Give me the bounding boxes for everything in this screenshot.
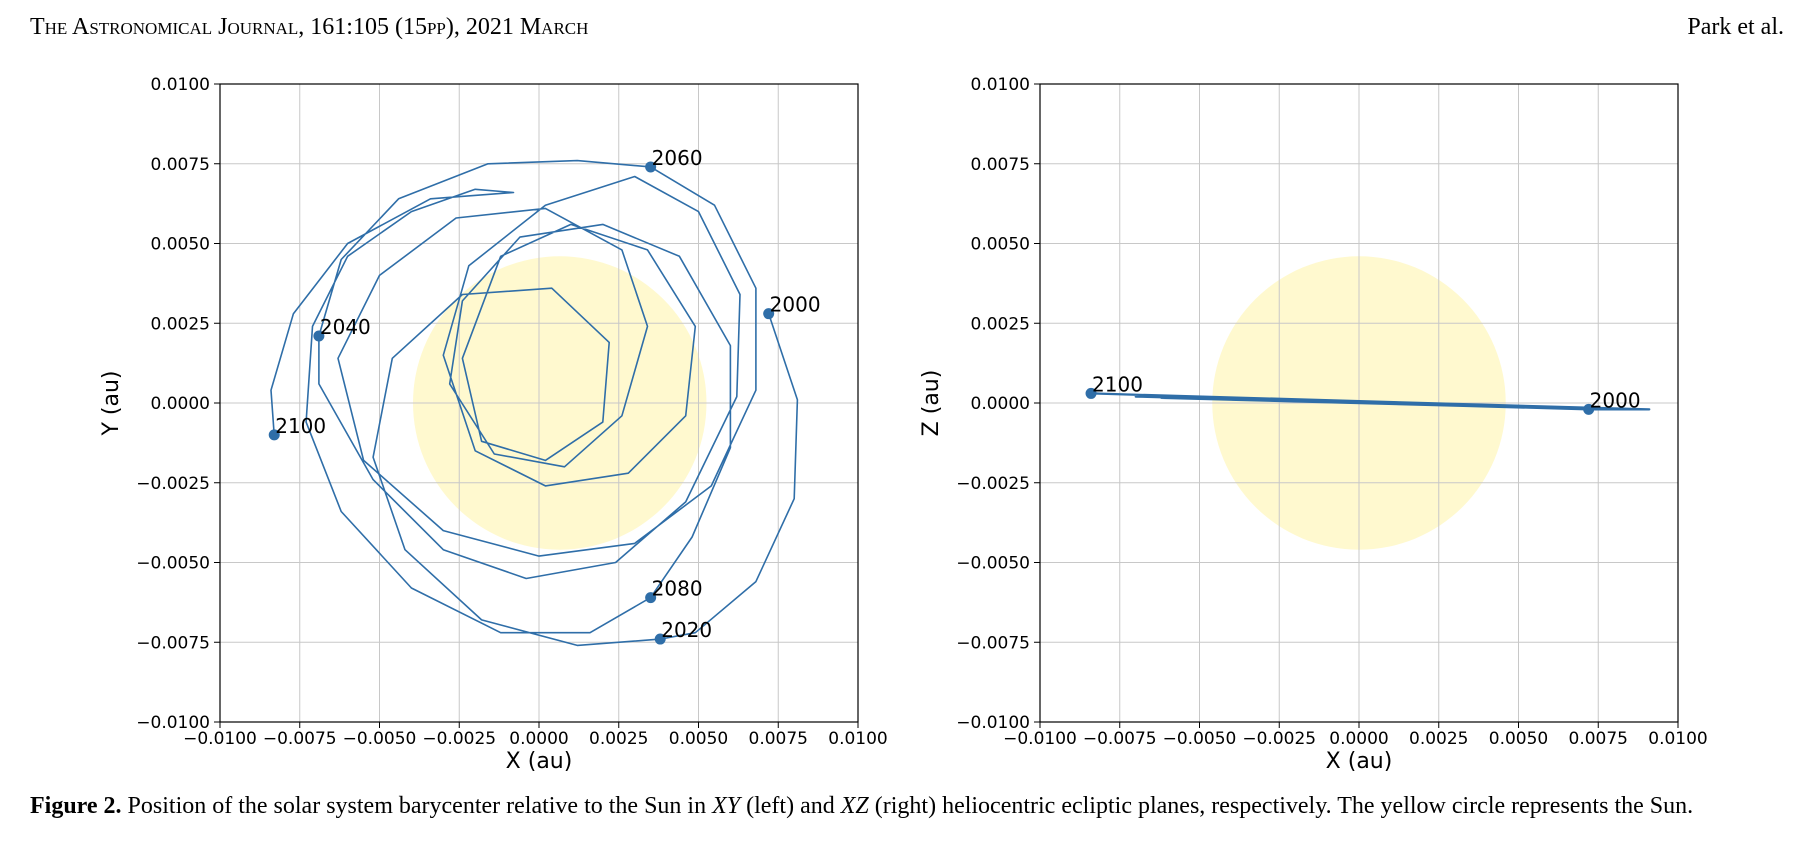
year-label-2040: 2040 (320, 315, 371, 339)
year-label-2000: 2000 (1590, 388, 1641, 412)
x-tick-label: 0.0000 (509, 729, 568, 749)
y-tick-label: −0.0100 (956, 713, 1030, 733)
x-tick-label: 0.0075 (1569, 729, 1628, 749)
x-tick-label: 0.0025 (589, 729, 648, 749)
y-tick-label: 0.0025 (971, 314, 1030, 334)
barycenter-track (1090, 392, 1651, 411)
x-axis-label: X (au) (506, 749, 573, 774)
journal-citation: The Astronomical Journal, 161:105 (15pp)… (30, 14, 589, 40)
year-label-2000: 2000 (770, 293, 821, 317)
x-tick-label: −0.0050 (1163, 729, 1237, 749)
xy-plane-plot: −0.0100−0.0100−0.0075−0.0075−0.0050−0.00… (99, 75, 888, 774)
caption-xz: XZ (840, 793, 869, 819)
x-tick-label: 0.0100 (1648, 729, 1707, 749)
y-tick-label: −0.0050 (956, 554, 1030, 574)
xz-plane-plot: −0.0100−0.0100−0.0075−0.0075−0.0050−0.00… (919, 75, 1708, 774)
page-header: The Astronomical Journal, 161:105 (15pp)… (0, 0, 1800, 60)
caption-text-1: Position of the solar system barycenter … (121, 793, 713, 819)
year-marker-2060 (645, 161, 657, 173)
x-axis-label: X (au) (1326, 749, 1393, 774)
y-tick-label: 0.0075 (151, 155, 210, 175)
y-tick-label: −0.0025 (956, 474, 1030, 494)
x-tick-label: −0.0025 (422, 729, 496, 749)
year-label-2100: 2100 (275, 414, 326, 438)
y-tick-label: 0.0100 (151, 75, 210, 95)
year-label-2020: 2020 (661, 618, 712, 642)
y-tick-label: 0.0025 (151, 314, 210, 334)
x-tick-label: 0.0000 (1329, 729, 1388, 749)
running-authors: Park et al. (1687, 14, 1784, 40)
x-tick-label: 0.0025 (1409, 729, 1468, 749)
year-marker-2020 (654, 633, 666, 645)
year-marker-2100 (1085, 387, 1097, 399)
year-marker-2100 (268, 429, 280, 441)
year-label-2080: 2080 (652, 577, 703, 601)
figure-caption: Figure 2. Position of the solar system b… (30, 792, 1785, 821)
year-marker-2000 (1583, 403, 1595, 415)
year-marker-2000 (763, 308, 775, 320)
x-tick-label: −0.0075 (263, 729, 337, 749)
x-tick-label: −0.0100 (183, 729, 257, 749)
y-tick-label: 0.0050 (971, 235, 1030, 255)
caption-text-3: (right) heliocentric ecliptic planes, re… (868, 793, 1694, 819)
x-tick-label: −0.0075 (1083, 729, 1157, 749)
y-tick-label: 0.0100 (971, 75, 1030, 95)
x-tick-label: 0.0050 (1489, 729, 1548, 749)
y-tick-label: −0.0025 (136, 474, 210, 494)
x-tick-label: 0.0075 (749, 729, 808, 749)
y-axis-label: Z (au) (919, 370, 944, 437)
y-tick-label: 0.0050 (151, 235, 210, 255)
figure-label: Figure 2. (30, 793, 122, 819)
x-tick-label: −0.0050 (343, 729, 417, 749)
x-tick-label: 0.0100 (828, 729, 887, 749)
figure-2: −0.0100−0.0100−0.0075−0.0075−0.0050−0.00… (99, 75, 1708, 774)
caption-text-2: (left) and (740, 793, 841, 819)
year-marker-2080 (645, 592, 657, 604)
y-tick-label: −0.0100 (136, 713, 210, 733)
y-tick-label: 0.0075 (971, 155, 1030, 175)
y-tick-label: 0.0000 (151, 394, 210, 414)
year-label-2060: 2060 (652, 146, 703, 170)
year-marker-2040 (313, 330, 325, 342)
caption-xy: XY (712, 793, 741, 819)
y-tick-label: −0.0075 (136, 633, 210, 653)
y-axis-label: Y (au) (99, 370, 124, 436)
y-tick-label: −0.0050 (136, 554, 210, 574)
y-tick-label: 0.0000 (971, 394, 1030, 414)
barycenter-track (270, 159, 799, 647)
x-tick-label: −0.0025 (1242, 729, 1316, 749)
x-tick-label: −0.0100 (1003, 729, 1077, 749)
y-tick-label: −0.0075 (956, 633, 1030, 653)
x-tick-label: 0.0050 (669, 729, 728, 749)
year-label-2100: 2100 (1092, 372, 1143, 396)
